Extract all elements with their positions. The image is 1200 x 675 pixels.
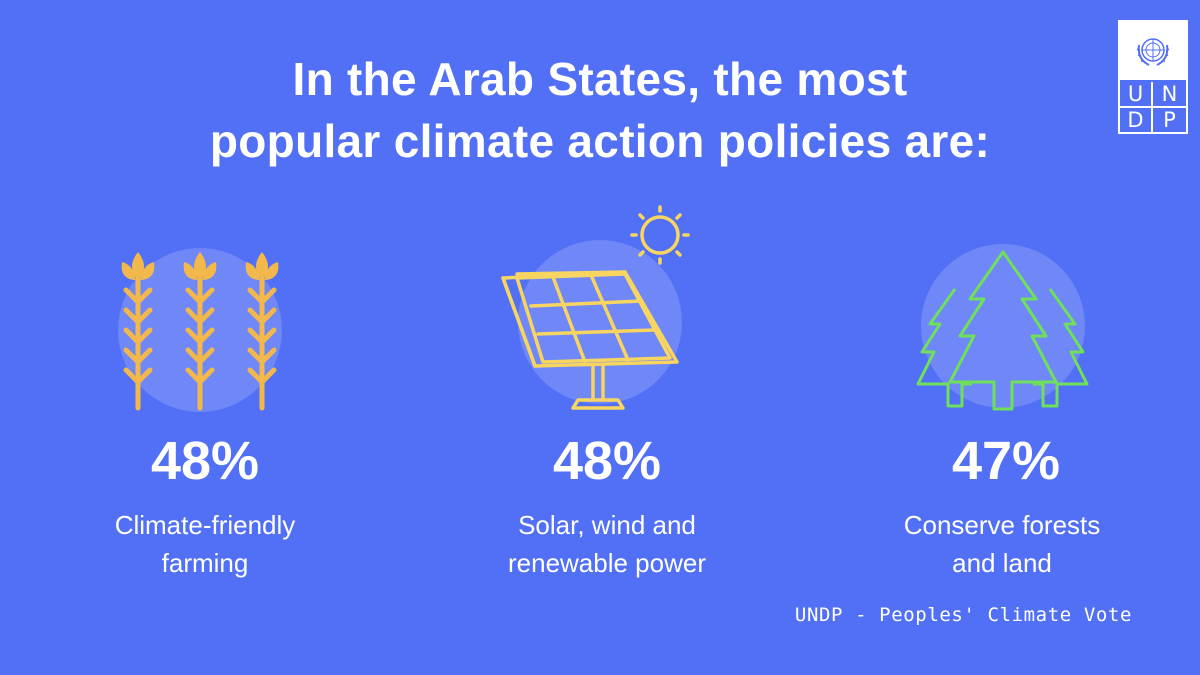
trees-icon <box>916 244 1089 411</box>
label-line-2: and land <box>952 548 1052 578</box>
logo-letter-n: N <box>1153 82 1186 108</box>
label-line-1: Climate-friendly <box>114 510 296 540</box>
page-title: In the Arab States, the most popular cli… <box>80 48 1120 172</box>
title-line-1: In the Arab States, the most <box>292 53 908 105</box>
undp-logo: U N D P <box>1118 20 1188 134</box>
logo-letter-p: P <box>1153 108 1186 132</box>
percent-value: 47% <box>951 431 1061 491</box>
percent-value: 48% <box>552 431 662 491</box>
wheat-icon <box>118 248 282 412</box>
solar-panel-icon <box>501 205 690 410</box>
policy-label: Solar, wind and renewable power <box>447 506 767 582</box>
source-credit: UNDP - Peoples' Climate Vote <box>794 604 1132 626</box>
title-line-2: popular climate action policies are: <box>209 115 991 167</box>
percent-value: 48% <box>150 431 260 491</box>
label-line-2: renewable power <box>507 548 706 578</box>
label-line-2: farming <box>161 548 249 578</box>
logo-letter-u: U <box>1120 82 1153 108</box>
label-line-1: Conserve forests <box>903 510 1101 540</box>
label-line-1: Solar, wind and <box>518 510 696 540</box>
policy-label: Climate-friendly farming <box>45 506 365 582</box>
logo-letter-d: D <box>1120 108 1153 132</box>
policy-label: Conserve forests and land <box>842 506 1162 582</box>
un-emblem-icon <box>1120 22 1186 82</box>
